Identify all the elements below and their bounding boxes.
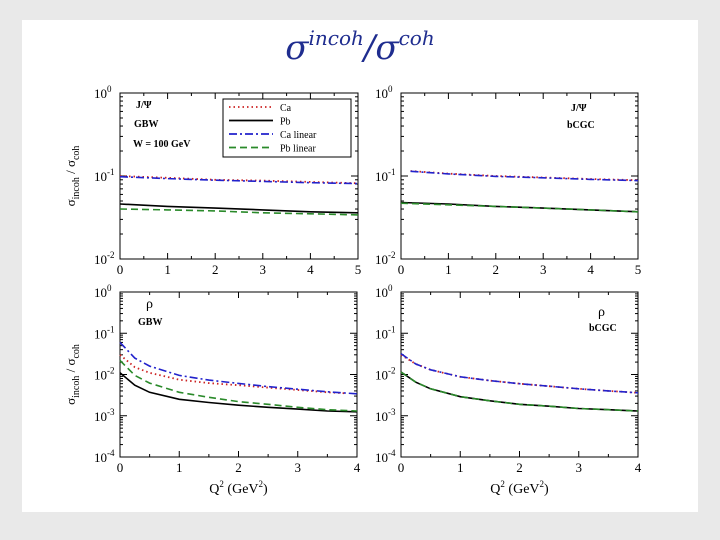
series-line-ca	[119, 175, 359, 185]
series-line-ca	[119, 354, 346, 395]
slide-title: σincoh/σcoh	[0, 26, 720, 68]
panel-3: 0 1 2 3 4 100 10-1 10-2 10-3 10-4 σincoh / σcoh Q2 …	[63, 283, 361, 497]
series-line-pb	[119, 203, 359, 214]
series-line-ca	[400, 354, 639, 394]
annotation-model: GBW	[134, 119, 158, 130]
x-tick-label: 0	[117, 262, 124, 277]
annotation-meson: ρ	[146, 297, 153, 312]
x-tick-label: 2	[516, 460, 523, 475]
legend-label: Ca	[280, 103, 292, 114]
y-tick-label: 10-3	[94, 407, 115, 424]
title-sigma-2: σ	[375, 28, 399, 68]
title-sup-incoh: incoh	[308, 26, 364, 50]
x-tick-label: 0	[117, 460, 124, 475]
panel-2: 0 1 2 3 4 5 100 10-1 10-2 J/Ψ bCGC	[375, 84, 641, 277]
series-line-ca-linear	[119, 341, 358, 395]
y-tick-label: 100	[94, 283, 112, 300]
x-tick-label: 1	[176, 460, 183, 475]
annotation-model: bCGC	[567, 120, 595, 131]
legend-label: Pb linear	[280, 144, 316, 155]
series-line-ca-linear	[410, 170, 639, 182]
series-line-ca-linear	[400, 353, 639, 394]
y-tick-label: 10-2	[375, 250, 396, 267]
x-tick-label: 4	[587, 262, 594, 277]
x-axis-label: Q2 (GeV2)	[209, 479, 268, 497]
y-tick-label: 10-2	[375, 366, 396, 383]
x-tick-label: 2	[235, 460, 242, 475]
x-tick-label: 0	[398, 262, 405, 277]
x-tick-label: 2	[212, 262, 219, 277]
title-sigma-1: σ	[285, 28, 309, 68]
legend: Ca Pb Ca linear Pb linear	[222, 98, 352, 158]
y-tick-label: 100	[375, 283, 393, 300]
series-line-pb	[119, 372, 358, 413]
series-line-pb-linear	[400, 202, 639, 213]
y-tick-label: 10-2	[94, 366, 115, 383]
series-line-pb-linear	[400, 371, 639, 412]
y-tick-label: 10-1	[94, 167, 115, 184]
legend-label: Pb	[280, 117, 291, 128]
x-tick-label: 4	[635, 460, 642, 475]
x-tick-label: 2	[493, 262, 500, 277]
x-tick-label: 3	[576, 460, 583, 475]
x-tick-label: 3	[540, 262, 547, 277]
series-line-ca	[410, 170, 639, 182]
series-line-pb-linear	[119, 208, 359, 216]
y-tick-label: 100	[375, 84, 393, 101]
y-tick-label: 10-1	[375, 167, 396, 184]
x-tick-label: 3	[260, 262, 267, 277]
annotation-meson: J/Ψ	[136, 100, 152, 111]
x-tick-label: 1	[445, 262, 452, 277]
legend-label: Ca linear	[280, 130, 317, 141]
x-tick-label: 1	[164, 262, 171, 277]
panel-1: 0 1 2 3 4 5 100 10-1 10-2 σincoh / σcoh J/Ψ GBW W = …	[63, 84, 361, 277]
annotation-energy: W = 100 GeV	[133, 139, 191, 150]
x-tick-label: 4	[354, 460, 361, 475]
y-tick-label: 10-1	[375, 324, 396, 341]
series-line-ca-linear	[119, 175, 359, 185]
y-tick-label: 10-1	[94, 324, 115, 341]
x-tick-label: 1	[457, 460, 464, 475]
title-slash: /	[363, 28, 376, 68]
x-tick-label: 4	[307, 262, 314, 277]
series-line-pb-linear	[119, 359, 358, 412]
y-axis-label: σincoh / σcoh	[63, 344, 82, 405]
annotation-model: bCGC	[589, 323, 617, 334]
title-sup-coh: coh	[398, 26, 435, 50]
annotation-meson: J/Ψ	[571, 103, 587, 114]
y-tick-label: 10-4	[94, 448, 115, 465]
y-tick-label: 100	[94, 84, 112, 101]
x-tick-label: 0	[398, 460, 405, 475]
x-axis-label: Q2 (GeV2)	[490, 479, 549, 497]
y-axis-label: σincoh / σcoh	[63, 146, 82, 207]
x-tick-label: 5	[635, 262, 642, 277]
y-tick-label: 10-2	[94, 250, 115, 267]
panel-4: 0 1 2 3 4 100 10-1 10-2 10-3 10-4 Q2 (GeV2) ρ bCGC	[375, 283, 642, 497]
slide-background	[22, 20, 698, 512]
x-tick-label: 5	[355, 262, 362, 277]
y-tick-label: 10-3	[375, 407, 396, 424]
y-tick-label: 10-4	[375, 448, 396, 465]
annotation-meson: ρ	[598, 305, 605, 320]
annotation-model: GBW	[138, 317, 162, 328]
x-tick-label: 3	[295, 460, 302, 475]
series-line-pb	[400, 371, 639, 412]
